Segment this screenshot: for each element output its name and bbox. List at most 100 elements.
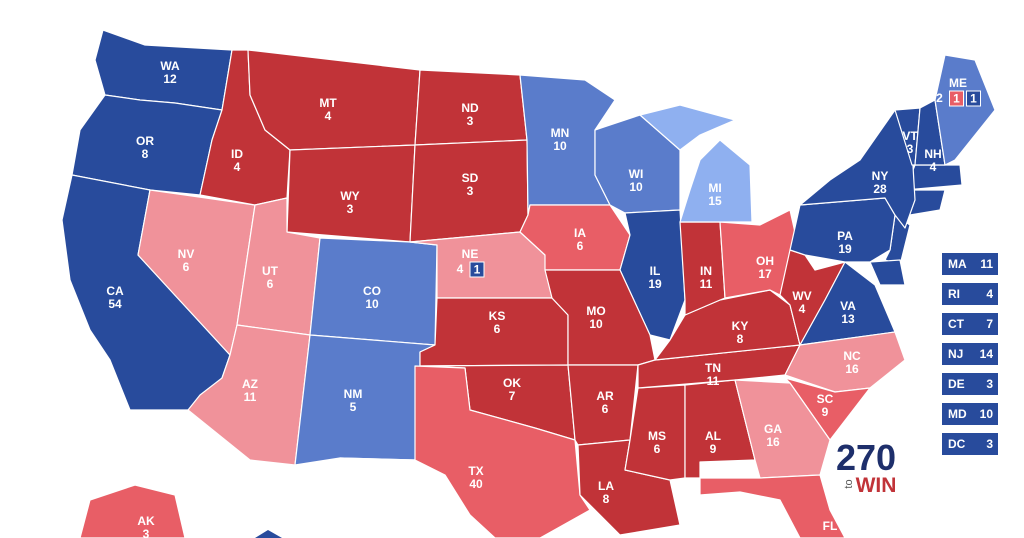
side-box	[942, 403, 998, 425]
state-votes: 4	[325, 109, 332, 123]
logo-word: WIN	[856, 474, 897, 497]
state-abbr: MS	[648, 429, 666, 443]
state-abbr: MT	[319, 96, 337, 110]
state-votes: 4	[234, 160, 241, 174]
side-abbr: DC	[948, 437, 966, 451]
side-votes: 7	[986, 317, 993, 331]
side-abbr: RI	[948, 287, 960, 301]
side-box	[942, 313, 998, 335]
state-votes: 3	[347, 202, 354, 216]
side-box	[942, 373, 998, 395]
state-abbr: AZ	[242, 377, 258, 391]
state-abbr: FL	[823, 519, 838, 533]
state-shape	[639, 104, 753, 223]
state-abbr: GA	[764, 422, 782, 436]
state-abbr: MN	[551, 126, 570, 140]
state-votes: 8	[603, 492, 610, 506]
state-abbr: LA	[598, 479, 614, 493]
state-votes: 3	[467, 114, 474, 128]
state-votes: 3	[467, 184, 474, 198]
state-votes: 54	[108, 297, 122, 311]
side-abbr: MD	[948, 407, 967, 421]
state-votes: 11	[700, 277, 713, 291]
state-votes: 8	[142, 147, 149, 161]
state-shape	[784, 377, 871, 441]
district-votes: 1	[970, 92, 977, 106]
logo-number: 270	[836, 437, 896, 478]
state-abbr: NH	[924, 147, 941, 161]
district-box	[949, 90, 964, 107]
state-votes: 28	[873, 182, 887, 196]
state-votes: 6	[267, 277, 274, 291]
state-abbr: MI	[708, 181, 721, 195]
state-abbr: IL	[650, 264, 661, 278]
state-abbr: AR	[596, 389, 614, 403]
state-abbr: NE	[462, 247, 479, 261]
district-votes: 1	[474, 263, 481, 277]
state-votes: 10	[365, 297, 379, 311]
state-shape	[79, 484, 186, 538]
state-votes: 19	[838, 242, 852, 256]
state-votes: 7	[509, 389, 516, 403]
side-votes: 3	[986, 437, 993, 451]
state-votes: 9	[822, 405, 829, 419]
state-votes: 16	[845, 362, 859, 376]
district-votes: 1	[953, 92, 960, 106]
state-votes: 11	[707, 374, 720, 388]
state-votes: 10	[589, 317, 603, 331]
state-votes: 6	[183, 260, 190, 274]
logo: 270 to WIN	[836, 437, 896, 497]
state-votes: 6	[602, 402, 609, 416]
state-abbr: SD	[462, 171, 479, 185]
state-votes: 40	[469, 477, 483, 491]
state-abbr: ID	[231, 147, 243, 161]
side-box	[942, 283, 998, 305]
side-abbr: DE	[948, 377, 965, 391]
state-votes: 9	[710, 442, 717, 456]
state-votes: 4	[799, 302, 806, 316]
state-abbr: CA	[106, 284, 124, 298]
state-shape	[869, 259, 906, 286]
state-abbr: VA	[840, 299, 856, 313]
state-votes: 4	[457, 262, 464, 276]
state-votes: 17	[758, 267, 772, 281]
state-votes: 6	[654, 442, 661, 456]
hawaii-shape	[255, 530, 282, 538]
states	[61, 29, 996, 538]
state-abbr: IN	[700, 264, 712, 278]
state-abbr: MO	[586, 304, 605, 318]
logo-prefix: to	[843, 479, 855, 488]
state-votes: 16	[766, 435, 780, 449]
side-votes: 14	[980, 347, 994, 361]
state-abbr: IA	[574, 226, 586, 240]
side-votes: 3	[986, 377, 993, 391]
state-abbr: NC	[843, 349, 861, 363]
state-abbr: UT	[262, 264, 279, 278]
state-shape	[294, 334, 436, 466]
state-abbr: NY	[872, 169, 889, 183]
state-abbr: AL	[705, 429, 721, 443]
state-votes: 4	[930, 160, 937, 174]
state-votes: 6	[577, 239, 584, 253]
state-abbr: KS	[489, 309, 506, 323]
side-votes: 10	[980, 407, 994, 421]
state-shape	[339, 365, 591, 538]
state-votes: 10	[553, 139, 567, 153]
state-shape	[309, 237, 438, 346]
state-abbr: VT	[902, 129, 918, 143]
state-abbr: NV	[178, 247, 195, 261]
state-shape	[934, 54, 996, 166]
state-abbr: PA	[837, 229, 853, 243]
state-abbr: WV	[792, 289, 811, 303]
side-abbr: MA	[948, 257, 967, 271]
state-abbr: TN	[705, 361, 721, 375]
side-abbr: NJ	[948, 347, 963, 361]
state-votes: 19	[648, 277, 662, 291]
side-abbr: CT	[948, 317, 965, 331]
state-votes: 8	[737, 332, 744, 346]
state-votes: 15	[708, 194, 722, 208]
state-abbr: SC	[817, 392, 834, 406]
state-shape	[699, 474, 846, 538]
small-states: MA 11 RI 4 CT 7 NJ 14 DE 3 MD 10 DC 3	[942, 253, 998, 455]
